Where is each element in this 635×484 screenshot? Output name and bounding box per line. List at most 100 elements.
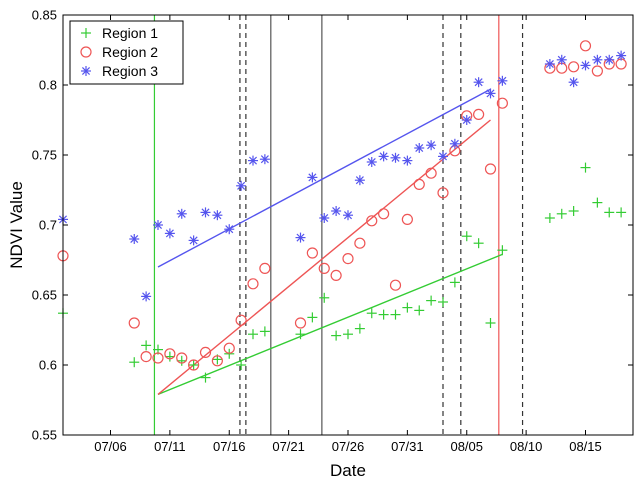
legend-label-region-3: Region 3 bbox=[102, 63, 158, 79]
region-2-point-36 bbox=[591, 65, 603, 77]
region-1-point-18 bbox=[343, 329, 353, 340]
region-3-point-38 bbox=[616, 50, 627, 61]
region-2-point-19 bbox=[354, 237, 366, 249]
region-2-point-25 bbox=[425, 167, 437, 179]
region-3-point-13 bbox=[259, 154, 270, 165]
region-3-point-31 bbox=[497, 75, 508, 86]
x-tick-label: 07/26 bbox=[332, 439, 365, 454]
region-3-point-14 bbox=[295, 232, 306, 243]
region-3-point-9 bbox=[212, 210, 223, 221]
region-1-point-25 bbox=[426, 295, 437, 306]
legend: Region 1 Region 2 Region 3 bbox=[69, 20, 184, 85]
region-3-point-8 bbox=[200, 207, 211, 218]
region-1-point-5 bbox=[164, 351, 175, 362]
region-1-point-29 bbox=[473, 238, 484, 249]
vertical-lines-layer bbox=[153, 15, 524, 435]
region-2-point-8 bbox=[199, 346, 212, 358]
region-1-point-24 bbox=[414, 305, 425, 316]
x-axis-title: Date bbox=[330, 461, 366, 480]
region-3-point-23 bbox=[402, 155, 413, 166]
region-3-point-24 bbox=[414, 143, 425, 153]
region-1-point-8 bbox=[200, 372, 211, 383]
legend-marker-region-2 bbox=[80, 46, 92, 58]
region-3-point-19 bbox=[354, 175, 365, 186]
x-tick-label: 07/16 bbox=[213, 439, 246, 454]
region-3-point-2 bbox=[129, 234, 140, 244]
region-3-point-26 bbox=[438, 151, 448, 162]
region-3-point-12 bbox=[248, 155, 258, 166]
region-1-point-7 bbox=[188, 360, 199, 370]
region-2-point-22 bbox=[389, 279, 402, 291]
region-3-point-35 bbox=[580, 60, 591, 71]
axes-layer: 07/06 07/11 07/16 07/21 07/26 07/31 08/05 08/10… bbox=[32, 8, 633, 454]
x-tick-label: 07/21 bbox=[272, 439, 305, 454]
region-1-point-19 bbox=[354, 323, 365, 334]
region-2-point-10 bbox=[223, 342, 235, 354]
region-2-point-4 bbox=[152, 352, 164, 364]
region-1-point-11 bbox=[236, 360, 247, 370]
region-2-point-20 bbox=[366, 215, 378, 227]
legend-label-region-2: Region 2 bbox=[102, 44, 158, 60]
region-3-point-18 bbox=[343, 210, 353, 221]
x-tick-label: 07/11 bbox=[154, 439, 186, 454]
region-2-point-13 bbox=[259, 262, 271, 274]
region-1-point-35 bbox=[580, 162, 591, 173]
region-1-point-27 bbox=[449, 277, 460, 288]
region-1-point-14 bbox=[295, 329, 306, 340]
region-2-point-15 bbox=[306, 247, 318, 259]
region-1-point-6 bbox=[176, 355, 187, 366]
legend-marker-region-1 bbox=[81, 28, 91, 38]
region-1-point-20 bbox=[366, 308, 377, 319]
region-2-point-31 bbox=[496, 97, 508, 109]
region-2-point-2 bbox=[128, 317, 140, 329]
region-1-point-26 bbox=[438, 297, 448, 307]
region-2-point-5 bbox=[164, 348, 176, 360]
x-tick-label: 07/06 bbox=[94, 439, 127, 454]
region-2-point-30 bbox=[484, 163, 497, 175]
region-2-point-18 bbox=[342, 253, 354, 265]
region-2-point-3 bbox=[140, 351, 152, 363]
region-1-point-17 bbox=[331, 330, 342, 341]
region-3-point-29 bbox=[473, 77, 484, 88]
region-1-point-23 bbox=[402, 302, 413, 313]
region-3-point-3 bbox=[141, 291, 152, 302]
region-2-point-34 bbox=[568, 61, 580, 73]
trend-line-region-1 bbox=[157, 253, 503, 396]
region-1-point-28 bbox=[461, 231, 472, 242]
region-3-point-36 bbox=[592, 54, 603, 65]
region-3-point-22 bbox=[390, 152, 401, 163]
region-3-point-33 bbox=[556, 54, 567, 65]
region-1-point-33 bbox=[556, 208, 567, 219]
region-1-point-12 bbox=[248, 329, 258, 340]
region-1-point-15 bbox=[307, 312, 318, 323]
region-3-point-6 bbox=[176, 208, 187, 219]
x-tick-label: 08/10 bbox=[510, 439, 543, 454]
region-3-point-4 bbox=[153, 220, 163, 230]
region-2-point-6 bbox=[176, 352, 188, 364]
region-2-point-9 bbox=[211, 355, 223, 367]
region-3-point-21 bbox=[378, 151, 389, 162]
y-axis-title: NDVI Value bbox=[7, 181, 26, 269]
legend-label-region-1: Region 1 bbox=[102, 25, 158, 41]
region-1-point-22 bbox=[390, 309, 401, 320]
trend-line-region-2 bbox=[157, 119, 491, 395]
region-1-point-21 bbox=[378, 309, 389, 320]
region-2-point-12 bbox=[247, 278, 259, 290]
region-1-point-2 bbox=[129, 357, 140, 368]
trend-line-region-3 bbox=[157, 88, 491, 268]
region-2-point-21 bbox=[378, 208, 390, 220]
region-1-point-38 bbox=[616, 207, 627, 218]
region-2-point-11 bbox=[235, 314, 247, 326]
region-3-point-28 bbox=[461, 115, 472, 125]
region-2-point-14 bbox=[294, 317, 307, 329]
region-3-point-16 bbox=[319, 213, 330, 223]
x-tick-label: 07/31 bbox=[391, 439, 424, 454]
region-3-point-25 bbox=[426, 140, 437, 151]
region-2-point-23 bbox=[401, 213, 413, 225]
y-tick-label: 0.75 bbox=[32, 148, 57, 163]
region-1-point-36 bbox=[592, 197, 603, 208]
region-3-point-37 bbox=[604, 54, 615, 65]
y-tick-label: 0.6 bbox=[39, 358, 57, 373]
region-3-point-5 bbox=[164, 228, 175, 239]
